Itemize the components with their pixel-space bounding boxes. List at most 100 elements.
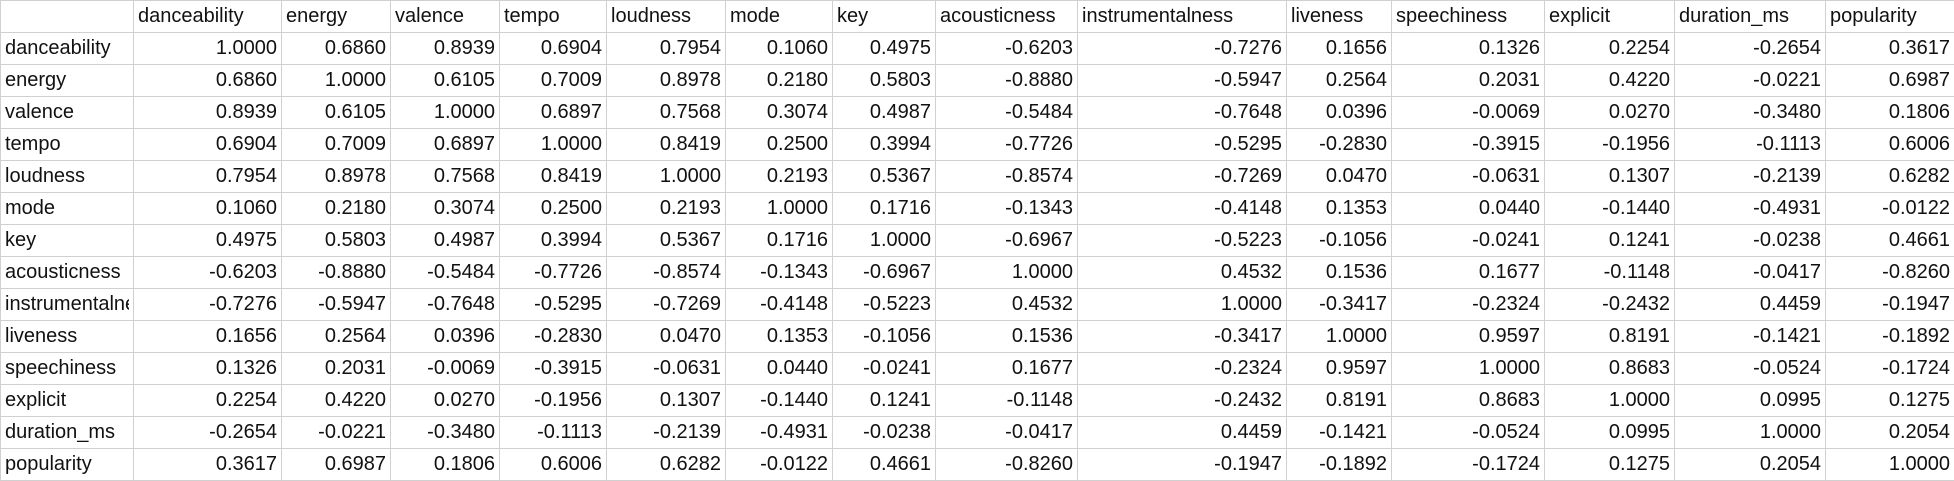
table-cell[interactable]: 0.4987 <box>391 225 500 257</box>
table-cell[interactable]: -0.7276 <box>1078 33 1287 65</box>
table-cell[interactable]: 0.6105 <box>391 65 500 97</box>
table-cell[interactable]: -0.0238 <box>833 417 936 449</box>
table-cell[interactable]: 0.1806 <box>391 449 500 481</box>
table-cell[interactable]: 0.3074 <box>726 97 833 129</box>
table-cell[interactable]: -0.5223 <box>1078 225 1287 257</box>
table-cell[interactable]: -0.7269 <box>1078 161 1287 193</box>
table-cell[interactable]: 0.6282 <box>607 449 726 481</box>
table-cell[interactable]: 0.3617 <box>134 449 282 481</box>
table-cell[interactable]: 0.1060 <box>726 33 833 65</box>
table-cell[interactable]: -0.1343 <box>726 257 833 289</box>
table-cell[interactable]: -0.1113 <box>1675 129 1826 161</box>
table-cell[interactable]: 0.8419 <box>607 129 726 161</box>
row-header-cell[interactable]: mode <box>1 193 134 225</box>
table-cell[interactable]: 0.2180 <box>726 65 833 97</box>
table-cell[interactable]: -0.2324 <box>1392 289 1545 321</box>
row-header-cell[interactable]: key <box>1 225 134 257</box>
table-cell[interactable]: 0.1307 <box>607 385 726 417</box>
table-cell[interactable]: 1.0000 <box>833 225 936 257</box>
table-cell[interactable]: 0.0440 <box>1392 193 1545 225</box>
table-cell[interactable]: -0.7269 <box>607 289 726 321</box>
table-cell[interactable]: -0.0122 <box>726 449 833 481</box>
table-cell[interactable]: 0.1716 <box>833 193 936 225</box>
table-cell[interactable]: -0.1724 <box>1826 353 1954 385</box>
row-header-cell[interactable]: energy <box>1 65 134 97</box>
table-cell[interactable]: 0.1656 <box>1287 33 1392 65</box>
table-cell[interactable]: -0.1113 <box>500 417 607 449</box>
table-cell[interactable]: -0.7648 <box>1078 97 1287 129</box>
table-cell[interactable]: -0.0417 <box>1675 257 1826 289</box>
table-cell[interactable]: 0.0995 <box>1675 385 1826 417</box>
table-cell[interactable]: 1.0000 <box>1675 417 1826 449</box>
table-cell[interactable]: 1.0000 <box>936 257 1078 289</box>
table-cell[interactable]: -0.3915 <box>500 353 607 385</box>
table-cell[interactable]: 0.4661 <box>1826 225 1954 257</box>
table-cell[interactable]: -0.7648 <box>391 289 500 321</box>
row-header-cell[interactable]: danceability <box>1 33 134 65</box>
table-cell[interactable]: -0.5484 <box>936 97 1078 129</box>
table-cell[interactable]: 0.4220 <box>282 385 391 417</box>
table-cell[interactable]: 0.1353 <box>1287 193 1392 225</box>
table-cell[interactable]: 0.2031 <box>1392 65 1545 97</box>
table-cell[interactable]: 0.2031 <box>282 353 391 385</box>
table-cell[interactable]: 0.4220 <box>1545 65 1675 97</box>
table-cell[interactable]: 0.0470 <box>1287 161 1392 193</box>
table-cell[interactable]: 0.3074 <box>391 193 500 225</box>
table-cell[interactable]: 0.8939 <box>134 97 282 129</box>
table-cell[interactable]: 0.4975 <box>833 33 936 65</box>
column-header[interactable]: popularity <box>1826 1 1954 33</box>
table-cell[interactable]: -0.3417 <box>1287 289 1392 321</box>
row-header-cell[interactable]: speechiness <box>1 353 134 385</box>
table-cell[interactable]: -0.8260 <box>936 449 1078 481</box>
table-cell[interactable]: 0.2180 <box>282 193 391 225</box>
table-cell[interactable]: 0.9597 <box>1392 321 1545 353</box>
table-cell[interactable]: -0.1440 <box>726 385 833 417</box>
table-cell[interactable]: 0.2054 <box>1826 417 1954 449</box>
table-cell[interactable]: 0.4975 <box>134 225 282 257</box>
table-cell[interactable]: 0.0270 <box>391 385 500 417</box>
table-cell[interactable]: -0.0241 <box>1392 225 1545 257</box>
table-cell[interactable]: -0.7276 <box>134 289 282 321</box>
table-cell[interactable]: 0.8939 <box>391 33 500 65</box>
table-cell[interactable]: 1.0000 <box>282 65 391 97</box>
table-cell[interactable]: 0.6006 <box>500 449 607 481</box>
table-cell[interactable]: 0.6282 <box>1826 161 1954 193</box>
table-cell[interactable]: 0.8191 <box>1545 321 1675 353</box>
column-header[interactable]: key <box>833 1 936 33</box>
table-cell[interactable]: 0.2193 <box>726 161 833 193</box>
table-cell[interactable]: 0.6987 <box>282 449 391 481</box>
column-header[interactable]: explicit <box>1545 1 1675 33</box>
table-cell[interactable]: -0.4931 <box>1675 193 1826 225</box>
table-cell[interactable]: 0.1536 <box>1287 257 1392 289</box>
row-header-cell[interactable]: acousticness <box>1 257 134 289</box>
table-cell[interactable]: 0.1275 <box>1545 449 1675 481</box>
table-cell[interactable]: 0.3994 <box>833 129 936 161</box>
table-cell[interactable]: -0.1343 <box>936 193 1078 225</box>
table-cell[interactable]: -0.1947 <box>1078 449 1287 481</box>
table-cell[interactable]: -0.1056 <box>1287 225 1392 257</box>
table-cell[interactable]: -0.2139 <box>607 417 726 449</box>
table-cell[interactable]: 1.0000 <box>1545 385 1675 417</box>
table-cell[interactable]: 1.0000 <box>1392 353 1545 385</box>
table-cell[interactable]: 1.0000 <box>607 161 726 193</box>
table-cell[interactable]: -0.0221 <box>282 417 391 449</box>
table-cell[interactable]: 0.4987 <box>833 97 936 129</box>
column-header[interactable]: acousticness <box>936 1 1078 33</box>
table-cell[interactable]: -0.2654 <box>134 417 282 449</box>
table-cell[interactable]: 0.7568 <box>607 97 726 129</box>
table-cell[interactable]: 0.8419 <box>500 161 607 193</box>
table-cell[interactable]: 0.6860 <box>282 33 391 65</box>
table-cell[interactable]: -0.1947 <box>1826 289 1954 321</box>
table-cell[interactable]: 0.2193 <box>607 193 726 225</box>
table-cell[interactable]: 1.0000 <box>500 129 607 161</box>
table-cell[interactable]: 0.4459 <box>1078 417 1287 449</box>
row-header-cell[interactable]: loudness <box>1 161 134 193</box>
table-cell[interactable]: -0.5295 <box>500 289 607 321</box>
table-cell[interactable]: 0.2564 <box>282 321 391 353</box>
row-header-cell[interactable]: popularity <box>1 449 134 481</box>
table-cell[interactable]: -0.8574 <box>607 257 726 289</box>
table-cell[interactable]: -0.1956 <box>1545 129 1675 161</box>
column-header[interactable]: loudness <box>607 1 726 33</box>
row-header-cell[interactable]: instrumentalness <box>1 289 134 321</box>
table-cell[interactable]: 0.0470 <box>607 321 726 353</box>
